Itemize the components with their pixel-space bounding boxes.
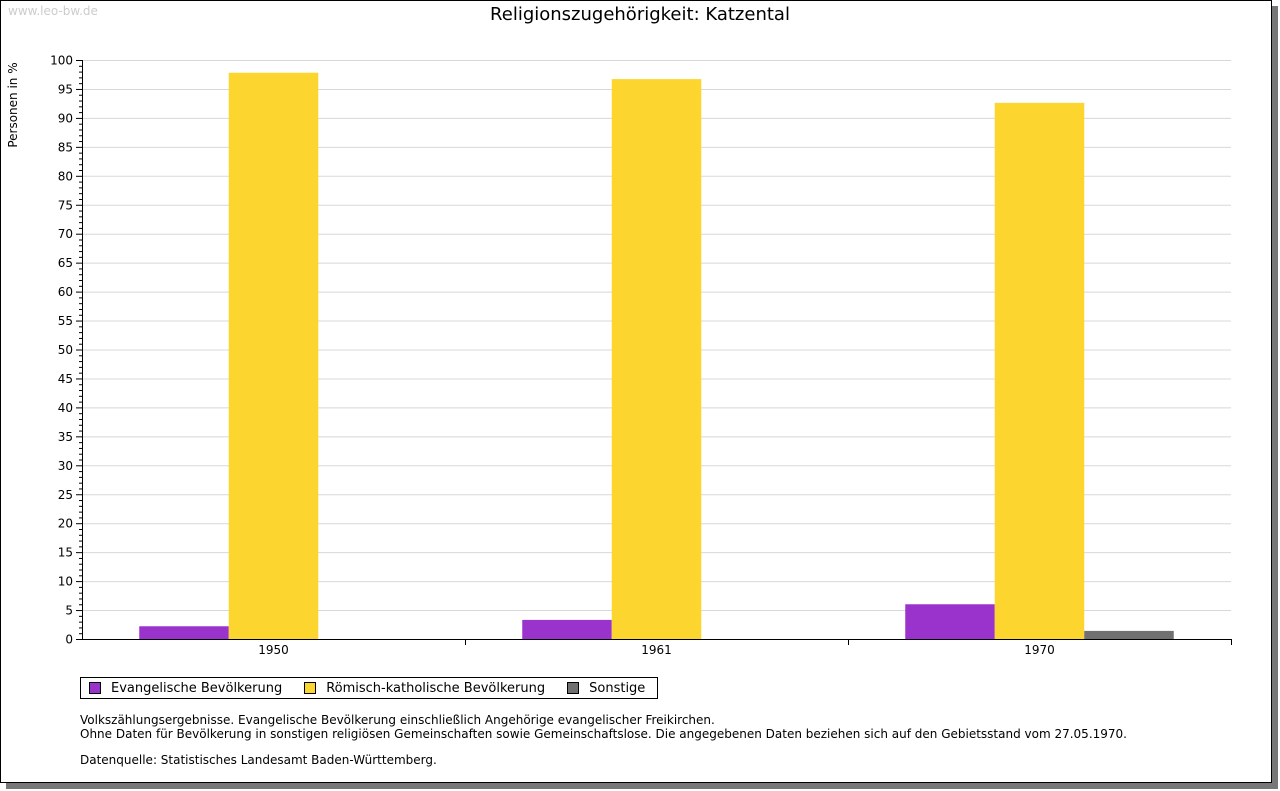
y-tick-label: 75 <box>58 198 73 212</box>
y-tick-label: 60 <box>58 285 73 299</box>
legend-label: Evangelische Bevölkerung <box>111 680 283 696</box>
bar-1970-0 <box>905 604 995 639</box>
y-tick-label: 40 <box>58 401 73 415</box>
y-tick-label: 95 <box>58 82 73 96</box>
bar-1961-1 <box>611 79 702 640</box>
data-source: Datenquelle: Statistisches Landesamt Bad… <box>80 753 437 767</box>
legend-swatch <box>304 682 317 694</box>
y-tick-label: 30 <box>58 459 73 473</box>
y-tick-label: 80 <box>58 169 73 183</box>
legend-swatch <box>89 682 101 694</box>
y-tick-label: 0 <box>65 633 73 647</box>
x-tick-label: 1970 <box>1024 643 1055 657</box>
y-tick-label: 65 <box>58 256 73 270</box>
x-tick-label: 1961 <box>641 643 672 657</box>
y-tick-label: 10 <box>58 575 73 589</box>
legend-swatch <box>567 682 580 694</box>
watermark: www.leo-bw.de <box>8 4 98 18</box>
y-tick-label: 15 <box>58 546 73 560</box>
legend: Evangelische Bevölkerung Römisch-katholis… <box>80 677 659 699</box>
y-tick-label: 50 <box>58 343 73 357</box>
y-tick-label: 20 <box>58 517 73 531</box>
legend-item: Sonstige <box>567 681 645 696</box>
bar-1970-2 <box>1084 630 1174 639</box>
bar-1970-1 <box>994 102 1085 639</box>
y-tick-label: 85 <box>58 140 73 154</box>
legend-label: Römisch-katholische Bevölkerung <box>326 680 546 696</box>
x-tick-label: 1950 <box>258 643 289 657</box>
y-tick-label: 70 <box>58 227 73 241</box>
y-tick-label: 25 <box>58 488 73 502</box>
legend-item: Römisch-katholische Bevölkerung <box>304 681 545 696</box>
footnote-2: Ohne Daten für Bevölkerung in sonstigen … <box>80 727 1127 741</box>
y-tick-label: 5 <box>65 604 73 618</box>
footnote-1: Volkszählungsergebnisse. Evangelische Be… <box>80 713 715 727</box>
y-tick-label: 100 <box>50 54 73 68</box>
legend-label: Sonstige <box>589 680 646 696</box>
y-tick-label: 55 <box>58 314 73 328</box>
legend-item: Evangelische Bevölkerung <box>89 681 282 696</box>
y-tick-label: 35 <box>58 430 73 444</box>
y-tick-label: 45 <box>58 372 73 386</box>
bar-1950-1 <box>228 72 319 640</box>
bar-1961-0 <box>522 619 612 639</box>
y-tick-label: 90 <box>58 111 73 125</box>
bar-1950-0 <box>139 626 229 639</box>
chart-title: Religionszugehörigkeit: Katzental <box>490 4 790 25</box>
